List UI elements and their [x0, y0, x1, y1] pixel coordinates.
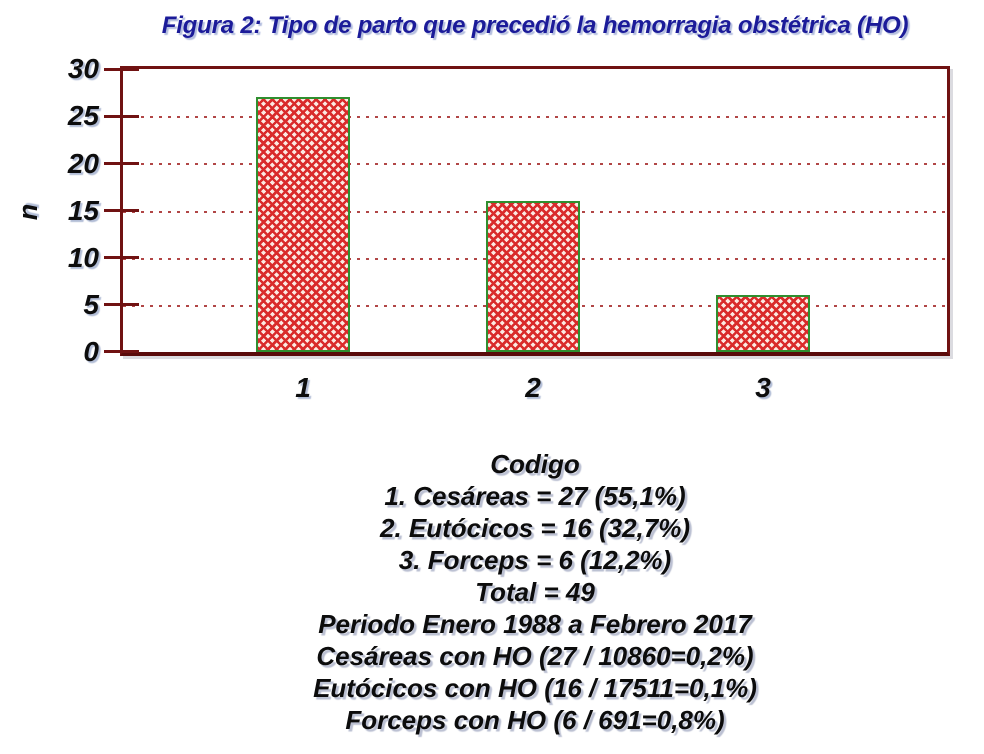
legend-line-forceps: 3. Forceps = 6 (12,2%)	[398, 545, 672, 575]
y-tick-label-5: 5	[83, 289, 99, 320]
y-tick-label-15: 15	[67, 195, 99, 226]
legend-line-periodo: Periodo Enero 1988 a Febrero 2017	[318, 609, 752, 639]
chart-title: Figura 2: Tipo de parto que precedió la …	[161, 12, 909, 39]
legend-block: Codigo 1. Cesáreas = 27 (55,1%) 2. Eutóc…	[120, 448, 950, 736]
y-tick-mark	[104, 162, 139, 165]
y-tick-label-25: 25	[67, 100, 99, 131]
y-tick-label-0: 0	[83, 336, 99, 367]
legend-line-eutocicos-ho: Eutócicos con HO (16 / 17511=0,1%)	[313, 673, 757, 703]
legend-line-codigo: Codigo	[490, 449, 580, 479]
gridline-20	[123, 163, 947, 166]
legend-line-eutocicos: 2. Eutócicos = 16 (32,7%)	[380, 513, 690, 543]
legend-line-forceps-ho: Forceps con HO (6 / 691=0,8%)	[345, 705, 725, 735]
y-tick-mark	[104, 209, 139, 212]
bar-2-eutocicos	[486, 201, 580, 352]
legend-line-cesareas-ho: Cesáreas con HO (27 / 10860=0,2%)	[316, 641, 754, 671]
plot-area	[120, 66, 950, 356]
x-tick-label-1: 1	[295, 372, 311, 403]
y-tick-mark	[104, 68, 139, 71]
legend-line-total: Total = 49	[475, 577, 595, 607]
legend-line-cesareas: 1. Cesáreas = 27 (55,1%)	[384, 481, 686, 511]
y-tick-label-10: 10	[67, 242, 99, 273]
bar-3-forceps	[716, 295, 810, 352]
y-tick-mark	[104, 350, 139, 353]
gridline-25	[123, 116, 947, 119]
y-tick-mark	[104, 256, 139, 259]
y-tick-mark	[104, 115, 139, 118]
x-tick-label-3: 3	[755, 372, 771, 403]
bar-1-cesareas	[256, 97, 350, 352]
x-tick-label-2: 2	[525, 372, 541, 403]
y-tick-label-20: 20	[67, 148, 99, 179]
y-tick-label-30: 30	[67, 53, 99, 84]
y-tick-mark	[104, 303, 139, 306]
